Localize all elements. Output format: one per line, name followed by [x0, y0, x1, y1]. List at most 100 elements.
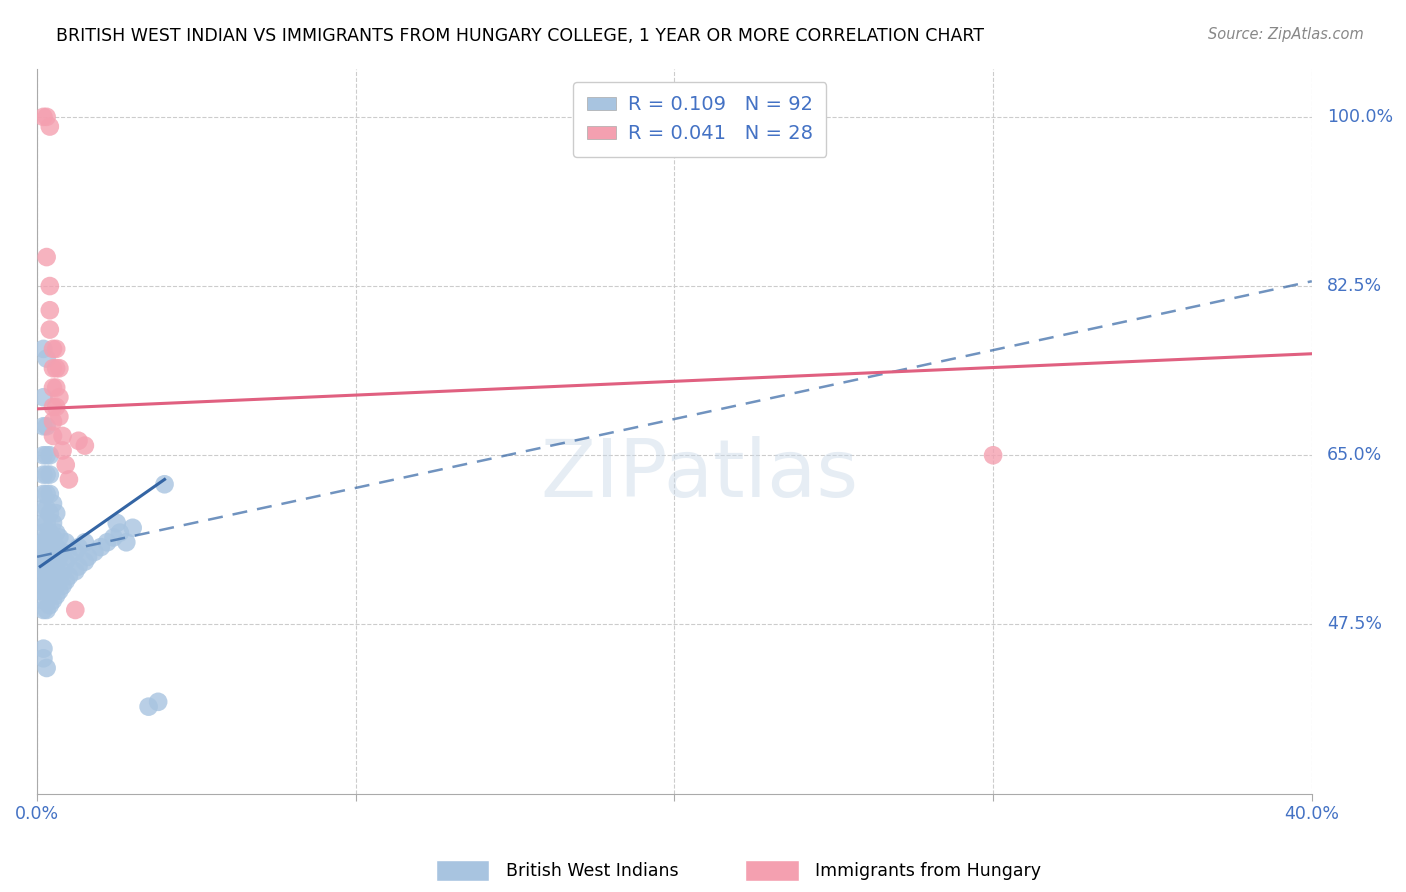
Point — [42, 342, 65, 356]
Point — [35, 250, 58, 264]
Point — [83, 545, 105, 559]
Point — [35, 501, 58, 516]
Point — [51, 564, 73, 578]
Point — [32, 593, 55, 607]
Point — [51, 579, 73, 593]
Point — [38, 555, 60, 569]
Point — [48, 569, 70, 583]
Point — [32, 579, 55, 593]
Point — [45, 525, 67, 540]
Point — [58, 472, 80, 486]
Point — [58, 569, 80, 583]
Point — [35, 661, 58, 675]
Point — [45, 506, 67, 520]
Point — [45, 381, 67, 395]
Point — [153, 477, 176, 491]
Point — [38, 525, 60, 540]
Point — [45, 589, 67, 603]
Point — [138, 699, 160, 714]
Point — [73, 555, 96, 569]
Point — [45, 540, 67, 554]
Point — [48, 390, 70, 404]
Text: 47.5%: 47.5% — [1327, 615, 1382, 633]
Point — [42, 429, 65, 443]
Point — [38, 279, 60, 293]
Point — [32, 467, 55, 482]
Point — [32, 390, 55, 404]
Point — [30, 559, 52, 574]
Point — [38, 598, 60, 612]
Point — [32, 641, 55, 656]
Point — [35, 516, 58, 530]
Point — [73, 535, 96, 549]
Point — [35, 540, 58, 554]
Point — [42, 516, 65, 530]
Point — [35, 589, 58, 603]
Point — [32, 342, 55, 356]
Point — [32, 110, 55, 124]
Point — [981, 448, 1004, 462]
Point — [35, 549, 58, 564]
Point — [121, 521, 143, 535]
Point — [32, 651, 55, 665]
Point — [90, 540, 112, 554]
Point — [35, 569, 58, 583]
Point — [55, 574, 77, 588]
Point — [45, 400, 67, 414]
Point — [42, 531, 65, 545]
Point — [32, 525, 55, 540]
Point — [45, 559, 67, 574]
Point — [115, 535, 138, 549]
Point — [32, 487, 55, 501]
Point — [32, 448, 55, 462]
Text: 65.0%: 65.0% — [1327, 446, 1382, 464]
Text: British West Indians: British West Indians — [506, 862, 679, 880]
Point — [42, 414, 65, 428]
Point — [77, 549, 100, 564]
Point — [96, 535, 118, 549]
Point — [30, 540, 52, 554]
Point — [38, 487, 60, 501]
Point — [35, 351, 58, 366]
Text: ZIPatlas: ZIPatlas — [541, 435, 859, 514]
Point — [51, 429, 73, 443]
Point — [65, 545, 87, 559]
Point — [67, 540, 90, 554]
Point — [35, 110, 58, 124]
Point — [42, 564, 65, 578]
Point — [45, 342, 67, 356]
Point — [38, 303, 60, 318]
Point — [32, 419, 55, 434]
Point — [38, 467, 60, 482]
Point — [35, 579, 58, 593]
Point — [32, 501, 55, 516]
Point — [65, 564, 87, 578]
Point — [38, 506, 60, 520]
Point — [51, 545, 73, 559]
Point — [51, 443, 73, 458]
Text: Source: ZipAtlas.com: Source: ZipAtlas.com — [1208, 27, 1364, 42]
Point — [38, 540, 60, 554]
Point — [55, 535, 77, 549]
Text: BRITISH WEST INDIAN VS IMMIGRANTS FROM HUNGARY COLLEGE, 1 YEAR OR MORE CORRELATI: BRITISH WEST INDIAN VS IMMIGRANTS FROM H… — [56, 27, 984, 45]
Point — [48, 549, 70, 564]
Point — [108, 525, 131, 540]
Point — [38, 448, 60, 462]
Point — [32, 603, 55, 617]
Point — [35, 487, 58, 501]
Point — [32, 549, 55, 564]
Point — [105, 516, 128, 530]
Point — [48, 531, 70, 545]
Point — [35, 419, 58, 434]
Text: Immigrants from Hungary: Immigrants from Hungary — [815, 862, 1042, 880]
Point — [32, 516, 55, 530]
Point — [55, 458, 77, 472]
Point — [30, 583, 52, 598]
Text: 100.0%: 100.0% — [1327, 108, 1393, 126]
Point — [58, 549, 80, 564]
Point — [38, 569, 60, 583]
Point — [30, 574, 52, 588]
Point — [55, 555, 77, 569]
Point — [103, 531, 125, 545]
Point — [38, 322, 60, 336]
